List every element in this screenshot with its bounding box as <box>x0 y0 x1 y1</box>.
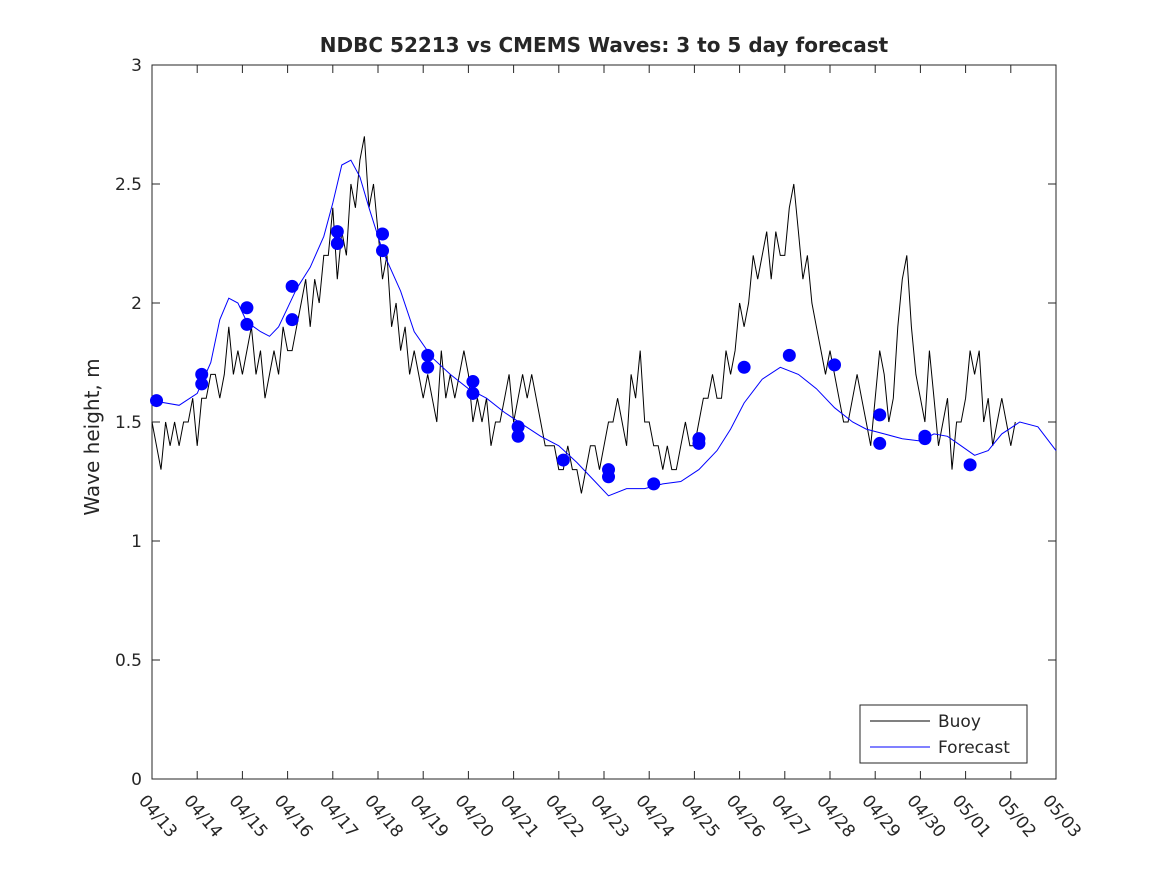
y-tick-label: 2.5 <box>115 175 142 195</box>
y-tick-label: 0 <box>131 770 142 790</box>
x-tick-label: 04/13 <box>134 791 181 841</box>
y-tick-label: 0.5 <box>115 651 142 671</box>
forecast-marker <box>737 360 751 374</box>
forecast-marker <box>240 301 254 315</box>
forecast-marker <box>150 394 164 408</box>
forecast-marker <box>195 367 209 381</box>
chart-title: NDBC 52213 vs CMEMS Waves: 3 to 5 day fo… <box>320 33 889 57</box>
forecast-marker <box>240 317 254 331</box>
forecast-marker <box>330 237 344 250</box>
series-line-forecast <box>151 159 1057 497</box>
x-tick-label: 04/29 <box>857 791 904 841</box>
forecast-marker <box>466 375 480 389</box>
forecast-marker <box>556 453 570 467</box>
x-tick-label: 04/22 <box>541 791 588 841</box>
forecast-marker <box>195 377 209 391</box>
forecast-marker <box>692 436 706 450</box>
forecast-marker <box>376 244 390 258</box>
y-axis-label: Wave height, m <box>80 358 104 515</box>
legend-box <box>859 704 1028 764</box>
plot-frame <box>151 64 1057 780</box>
forecast-markers <box>150 225 977 491</box>
x-tick-label: 05/02 <box>993 791 1040 841</box>
forecast-marker <box>828 358 842 372</box>
x-tick-label: 04/21 <box>496 791 543 841</box>
x-tick-label: 04/23 <box>586 791 633 841</box>
forecast-marker <box>918 432 932 446</box>
forecast-marker <box>782 348 796 362</box>
x-tick-label: 04/14 <box>179 791 226 841</box>
forecast-marker <box>963 458 977 472</box>
x-tick-label: 04/18 <box>360 791 407 841</box>
x-tick-label: 04/24 <box>631 791 678 841</box>
series-line-buoy <box>151 136 1016 494</box>
x-tick-label: 04/28 <box>812 791 859 841</box>
x-tick-label: 05/01 <box>948 791 995 841</box>
legend-label-forecast: Forecast <box>938 738 1010 758</box>
legend-label-buoy: Buoy <box>938 712 981 732</box>
y-tick-label: 1 <box>131 532 142 552</box>
legend: Buoy Forecast <box>859 704 1028 764</box>
x-tick-label: 04/15 <box>225 791 272 841</box>
x-tick-label: 04/17 <box>315 791 362 841</box>
x-tick-label: 04/25 <box>677 791 724 841</box>
forecast-marker <box>285 313 299 327</box>
x-tick-label: 05/03 <box>1038 791 1085 841</box>
forecast-marker <box>376 227 390 241</box>
series-layer <box>151 136 1057 497</box>
x-tick-label: 04/16 <box>270 791 317 841</box>
forecast-marker <box>421 348 435 362</box>
forecast-marker <box>647 477 661 491</box>
y-tick-label: 1.5 <box>115 413 142 433</box>
forecast-marker <box>330 225 344 239</box>
forecast-marker <box>421 360 435 374</box>
forecast-marker <box>873 436 887 450</box>
x-tick-label: 04/20 <box>451 791 498 841</box>
forecast-marker <box>511 420 525 434</box>
forecast-marker <box>511 429 525 443</box>
y-tick-label: 2 <box>131 294 142 314</box>
forecast-marker <box>873 408 887 422</box>
x-tick-label: 04/19 <box>405 791 452 841</box>
x-tick-label: 04/27 <box>767 791 814 841</box>
x-tick-label: 04/26 <box>722 791 769 841</box>
y-axis: 0 0.5 1 1.5 2 2.5 3 <box>115 56 1056 790</box>
forecast-marker <box>285 279 299 293</box>
forecast-marker <box>466 386 480 400</box>
plot-area <box>151 64 1057 780</box>
y-tick-label: 3 <box>131 56 142 76</box>
x-tick-label: 04/30 <box>903 791 950 841</box>
forecast-marker <box>602 470 616 484</box>
